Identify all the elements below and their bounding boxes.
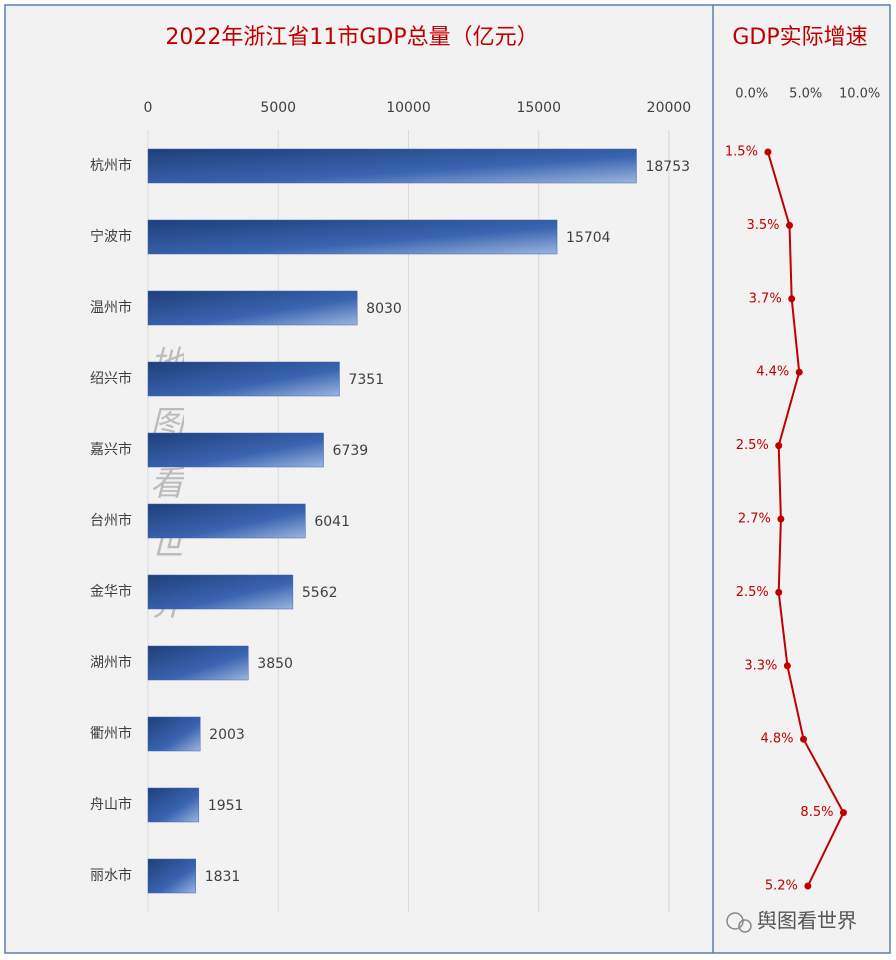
x-tick-label: 5.0% xyxy=(789,87,822,102)
y-tick-label: 杭州市 xyxy=(90,157,132,174)
point xyxy=(839,809,847,817)
value-label: 18753 xyxy=(645,159,690,175)
bar xyxy=(147,645,249,681)
point xyxy=(795,368,803,376)
value-label: 5.2% xyxy=(765,879,798,894)
value-label: 6739 xyxy=(333,443,369,459)
value-label: 4.4% xyxy=(756,365,789,380)
value-label: 3.5% xyxy=(746,218,779,233)
bar xyxy=(147,432,324,468)
x-tick-label: 5000 xyxy=(260,100,296,116)
value-label: 2.5% xyxy=(736,438,769,453)
y-tick-label: 丽水市 xyxy=(90,867,132,884)
value-label: 3.7% xyxy=(749,291,782,306)
bar xyxy=(147,361,340,397)
x-tick-label: 15000 xyxy=(516,100,561,116)
point xyxy=(775,588,783,596)
y-tick-label: 衢州市 xyxy=(90,725,132,742)
value-label: 3850 xyxy=(257,656,293,672)
value-label: 7351 xyxy=(348,372,384,388)
value-label: 8030 xyxy=(366,301,402,317)
value-label: 2.7% xyxy=(738,512,771,527)
x-tick-label: 10.0% xyxy=(839,87,880,102)
value-label: 4.8% xyxy=(761,732,794,747)
point xyxy=(777,515,785,523)
bar xyxy=(147,503,306,539)
point xyxy=(775,442,783,450)
y-tick-label: 温州市 xyxy=(90,299,132,316)
value-label: 2003 xyxy=(209,727,245,743)
value-label: 15704 xyxy=(566,230,611,246)
value-label: 8.5% xyxy=(800,805,833,820)
value-label: 5562 xyxy=(302,585,338,601)
point xyxy=(800,735,808,743)
bar xyxy=(147,148,637,184)
x-tick-label: 0 xyxy=(144,100,153,116)
bar xyxy=(147,219,558,255)
y-tick-label: 金华市 xyxy=(90,583,132,600)
bar xyxy=(147,787,200,823)
x-tick-label: 0.0% xyxy=(735,87,768,102)
bar xyxy=(147,858,196,894)
y-tick-label: 台州市 xyxy=(90,512,132,529)
value-label: 2.5% xyxy=(736,585,769,600)
y-tick-label: 嘉兴市 xyxy=(90,441,132,458)
bar xyxy=(147,716,201,752)
y-tick-label: 宁波市 xyxy=(90,228,132,245)
y-tick-label: 舟山市 xyxy=(90,796,132,813)
point xyxy=(788,295,796,303)
bar xyxy=(147,574,294,610)
value-label: 6041 xyxy=(314,514,350,530)
value-label: 1831 xyxy=(205,869,241,885)
y-tick-label: 湖州市 xyxy=(90,654,132,671)
point xyxy=(786,221,794,229)
value-label: 1951 xyxy=(208,798,244,814)
logo xyxy=(726,912,752,933)
chart-title: 2022年浙江省11市GDP总量（亿元） xyxy=(165,25,538,50)
chart-title: GDP实际增速 xyxy=(732,25,867,50)
point xyxy=(783,662,791,670)
x-tick-label: 20000 xyxy=(647,100,692,116)
value-label: 3.3% xyxy=(744,658,777,673)
point xyxy=(764,148,772,156)
point xyxy=(804,882,812,890)
value-label: 1.5% xyxy=(725,145,758,160)
bar xyxy=(147,290,358,326)
x-tick-label: 10000 xyxy=(386,100,431,116)
y-tick-label: 绍兴市 xyxy=(90,370,132,387)
watermark: 舆图看世界 xyxy=(757,909,857,933)
